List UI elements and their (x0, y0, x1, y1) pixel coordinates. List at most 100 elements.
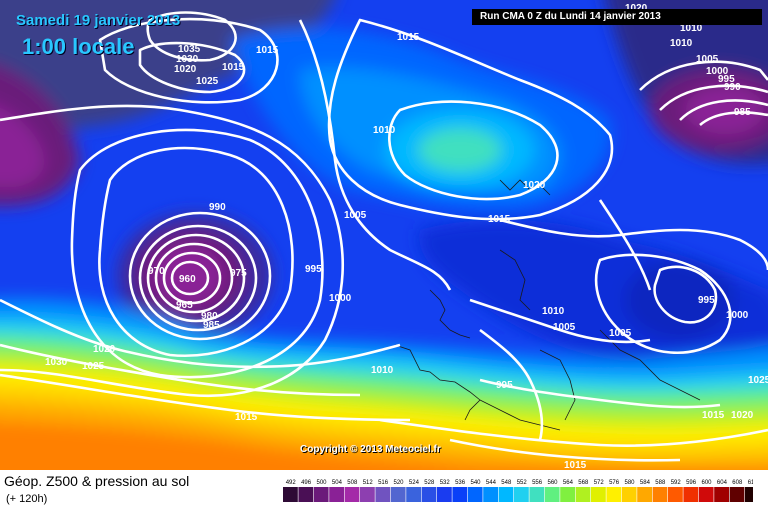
scale-swatch (698, 487, 714, 502)
scale-swatch (313, 487, 329, 502)
isobar-label: 1025 (82, 361, 105, 372)
scale-tick-label: 516 (378, 480, 389, 486)
isobar-label: 970 (148, 266, 165, 277)
isobar-label: 1015 (222, 62, 245, 73)
color-scale: 492 496 500 504 508 512 516 520 524 528 532 536 540 5… (283, 480, 753, 502)
isobar-label: 960 (179, 274, 196, 285)
isobar-label: 1035 (178, 44, 201, 55)
isobar-label: 1010 (542, 306, 565, 317)
isobar-label: 1010 (670, 38, 693, 49)
scale-swatch (714, 487, 729, 502)
scale-swatch (621, 487, 637, 502)
forecast-map: 1015 1010 1035 1030 1020 1025 1015 1015 … (0, 0, 768, 470)
isobar-label: 990 (209, 202, 226, 213)
isobar-label: 1025 (748, 375, 768, 386)
scale-tick-label: 560 (547, 480, 558, 486)
scale-swatch (606, 487, 622, 502)
scale-swatch (406, 487, 421, 502)
scale-tick-label: 552 (517, 480, 528, 486)
scale-swatch (298, 487, 314, 502)
isobar-label: 1010 (373, 125, 396, 136)
scale-swatch (360, 487, 375, 502)
scale-tick-label: 540 (470, 480, 481, 486)
scale-tick-label: 612 (748, 480, 753, 486)
scale-tick-label: 544 (486, 480, 497, 486)
scale-tick-label: 600 (701, 480, 712, 486)
scale-tick-label: 512 (363, 480, 374, 486)
scale-tick-label: 536 (455, 480, 466, 486)
isobar-label: 1005 (553, 322, 576, 333)
scale-swatch (452, 487, 468, 502)
scale-tick-label: 572 (594, 480, 605, 486)
scale-tick-label: 520 (393, 480, 404, 486)
isobar-label: 1030 (176, 54, 199, 65)
scale-tick-label: 496 (301, 480, 312, 486)
scale-tick-label: 588 (655, 480, 666, 486)
scale-tick-label: 556 (532, 480, 543, 486)
scale-swatch (344, 487, 360, 502)
isobar-label: 985 (203, 320, 220, 331)
scale-tick-label: 584 (640, 480, 651, 486)
isobar-label: 1025 (196, 76, 219, 87)
scale-swatch (560, 487, 575, 502)
geopotential-field: 1015 1010 1035 1030 1020 1025 1015 1015 … (0, 0, 768, 470)
isobar-label: 1000 (329, 293, 352, 304)
scale-swatch (668, 487, 683, 502)
isobar-label: 1000 (706, 66, 729, 77)
scale-swatch (467, 487, 483, 502)
scale-swatch (683, 487, 699, 502)
coastlines (394, 179, 701, 431)
scale-swatch (437, 487, 452, 502)
isobar-label: 995 (698, 295, 715, 306)
scale-tick-label: 596 (686, 480, 697, 486)
scale-swatch (591, 487, 606, 502)
scale-tick-label: 604 (717, 480, 728, 486)
scale-swatch (652, 487, 668, 502)
scale-swatch (421, 487, 437, 502)
isobar-label: 995 (718, 74, 735, 85)
isobar-label: 1015 (235, 412, 258, 423)
model-run-label: Run CMA 0 Z du Lundi 14 janvier 2013 (472, 9, 762, 25)
scale-tick-label: 564 (563, 480, 574, 486)
scale-tick-label: 608 (732, 480, 743, 486)
scale-swatch (283, 487, 298, 502)
scale-tick-label: 576 (609, 480, 620, 486)
scale-tick-label: 528 (424, 480, 435, 486)
lead-time: (+ 120h) (6, 493, 48, 505)
isobar-label: 980 (201, 311, 218, 322)
scale-tick-label: 504 (332, 480, 343, 486)
isobar-label: 1015 (256, 45, 279, 56)
scale-swatch (390, 487, 406, 502)
isobar-label: 1010 (371, 365, 394, 376)
scale-tick-label: 532 (440, 480, 451, 486)
scale-tick-label: 492 (286, 480, 297, 486)
scale-tick-label: 524 (409, 480, 420, 486)
forecast-date: Samedi 19 janvier 2013 (16, 12, 181, 29)
isobar-label: 975 (230, 268, 247, 279)
isobar-label: 1020 (731, 410, 754, 421)
scale-swatch (529, 487, 545, 502)
scale-swatch (375, 487, 391, 502)
scale-tick-label: 548 (501, 480, 512, 486)
isobar-label: 1020 (174, 64, 197, 75)
isobar-label: 1015 (564, 460, 587, 470)
isobar-label: 1015 (488, 214, 511, 225)
forecast-time: 1:00 locale (22, 34, 135, 59)
scale-swatch (483, 487, 498, 502)
scale-swatch (514, 487, 529, 502)
scale-swatch (498, 487, 514, 502)
isobar-label: 1005 (344, 210, 367, 221)
scale-swatch (745, 487, 753, 502)
scale-swatch (575, 487, 591, 502)
scale-tick-label: 500 (316, 480, 327, 486)
scale-tick-label: 508 (347, 480, 358, 486)
isobar-label: 1010 (680, 23, 703, 34)
copyright-notice: Copyright © 2013 Meteociel.fr (300, 444, 441, 455)
scale-swatch (329, 487, 344, 502)
scale-tick-label: 568 (578, 480, 589, 486)
isobar-label: 1005 (696, 54, 719, 65)
isobar-label: 995 (305, 264, 322, 275)
isobar-label: 1020 (93, 344, 116, 355)
scale-swatch (544, 487, 560, 502)
isobar-label: 995 (496, 380, 513, 391)
